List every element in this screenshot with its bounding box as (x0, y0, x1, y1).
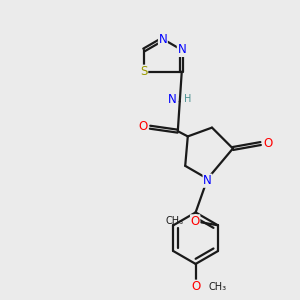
Text: N: N (158, 32, 167, 46)
Text: O: O (191, 280, 200, 293)
Text: O: O (139, 120, 148, 133)
Text: CH₃: CH₃ (208, 282, 226, 292)
Text: O: O (263, 137, 272, 150)
Text: N: N (167, 93, 176, 106)
Text: N: N (177, 44, 186, 56)
Text: H: H (184, 94, 191, 104)
Text: N: N (203, 174, 212, 187)
Text: O: O (190, 215, 200, 228)
Text: CH₃: CH₃ (165, 216, 183, 226)
Text: S: S (140, 65, 148, 78)
